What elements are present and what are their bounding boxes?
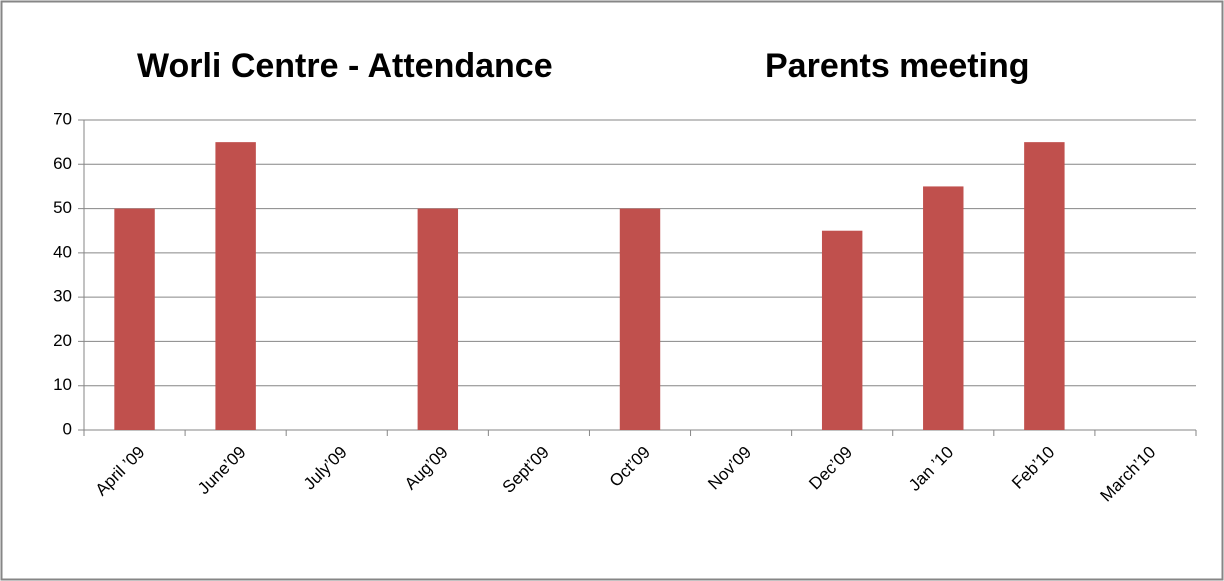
bar <box>821 230 863 430</box>
y-tick-label: 40 <box>53 242 72 261</box>
y-tick-label: 0 <box>63 419 72 438</box>
bar <box>619 208 661 430</box>
y-tick-label: 60 <box>53 154 72 173</box>
bar <box>215 142 256 430</box>
y-tick-label: 30 <box>53 287 72 306</box>
bar <box>923 186 964 430</box>
y-tick-label: 10 <box>53 375 72 394</box>
chart-subtitle: Parents meeting <box>765 47 1030 85</box>
bar <box>114 208 155 430</box>
y-tick-label: 20 <box>53 331 72 350</box>
bar <box>1024 142 1065 430</box>
y-tick-label: 70 <box>53 109 72 128</box>
bar <box>417 208 459 430</box>
chart-title: Worli Centre - Attendance <box>137 47 553 85</box>
y-tick-label: 50 <box>53 198 72 217</box>
